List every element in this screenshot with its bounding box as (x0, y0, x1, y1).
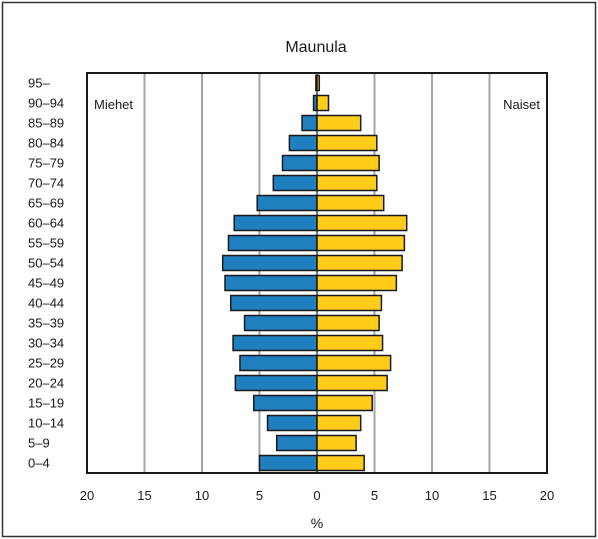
female-bar (316, 314, 380, 332)
female-bar (316, 454, 365, 472)
female-bar (316, 254, 403, 272)
male-bar (230, 294, 318, 312)
y-tick-labels: 0–4 5–9 10–14 15–19 20–24 25–29 30–34 35–39 40–4… (28, 76, 64, 471)
male-bar (221, 254, 318, 272)
y-tick-label: 65–69 (28, 196, 64, 211)
y-tick-label: 55–59 (28, 236, 64, 251)
x-tick-label: 10 (425, 488, 439, 503)
male-bar (227, 234, 318, 252)
x-tick-label: 20 (80, 488, 94, 503)
female-bar (316, 74, 321, 92)
chart-title: Maunula (285, 39, 346, 56)
male-bar (232, 334, 318, 352)
female-bar (316, 134, 378, 152)
male-bar (233, 214, 318, 232)
y-tick-label: 20–24 (28, 376, 64, 391)
y-tick-label: 30–34 (28, 336, 64, 351)
female-bar (316, 414, 362, 432)
male-bar (266, 414, 318, 432)
y-tick-label: 50–54 (28, 256, 64, 271)
female-bar (316, 174, 378, 192)
female-bar (316, 94, 330, 112)
male-bar (258, 454, 318, 472)
x-axis-label: % (311, 515, 323, 531)
y-tick-label: 95– (28, 76, 50, 91)
female-bar (316, 334, 384, 352)
female-bar (316, 214, 408, 232)
y-tick-label: 0–4 (28, 456, 50, 471)
female-bar (316, 154, 380, 172)
male-bar (234, 374, 318, 392)
female-bar (316, 434, 357, 452)
female-bar (316, 114, 362, 132)
female-bar (316, 374, 388, 392)
plot-area-border (86, 72, 548, 474)
x-tick-label: 15 (482, 488, 496, 503)
male-bar (276, 434, 318, 452)
bars-layer (221, 74, 408, 472)
y-tick-label: 80–84 (28, 136, 64, 151)
y-tick-label: 60–64 (28, 216, 64, 231)
female-bar (316, 354, 392, 372)
legend-left-label: Miehet (94, 97, 133, 112)
x-tick-labels: 20 15 10 5 0 5 10 15 20 (80, 488, 554, 503)
y-tick-label: 25–29 (28, 356, 64, 371)
male-bar (288, 134, 318, 152)
male-bar (272, 174, 318, 192)
y-tick-label: 15–19 (28, 396, 64, 411)
x-tick-label: 0 (313, 488, 320, 503)
male-bar (253, 394, 318, 412)
female-bar (316, 394, 373, 412)
y-tick-label: 90–94 (28, 96, 64, 111)
female-bar (316, 194, 385, 212)
female-bar (316, 234, 406, 252)
x-tick-label: 5 (371, 488, 378, 503)
x-tick-label: 15 (137, 488, 151, 503)
x-tick-label: 5 (256, 488, 263, 503)
y-tick-label: 75–79 (28, 156, 64, 171)
x-tick-label: 10 (195, 488, 209, 503)
male-bar (243, 314, 318, 332)
y-tick-label: 10–14 (28, 416, 64, 431)
x-tick-label: 20 (540, 488, 554, 503)
y-tick-label: 5–9 (28, 436, 50, 451)
y-tick-label: 35–39 (28, 316, 64, 331)
y-tick-label: 40–44 (28, 296, 64, 311)
female-bar (316, 274, 398, 292)
female-bar (316, 294, 383, 312)
y-tick-label: 45–49 (28, 276, 64, 291)
legend-right-label: Naiset (503, 97, 540, 112)
male-bar (256, 194, 318, 212)
y-tick-label: 70–74 (28, 176, 64, 191)
y-tick-label: 85–89 (28, 116, 64, 131)
male-bar (281, 154, 318, 172)
male-bar (224, 274, 318, 292)
male-bar (239, 354, 318, 372)
male-bar (301, 114, 318, 132)
